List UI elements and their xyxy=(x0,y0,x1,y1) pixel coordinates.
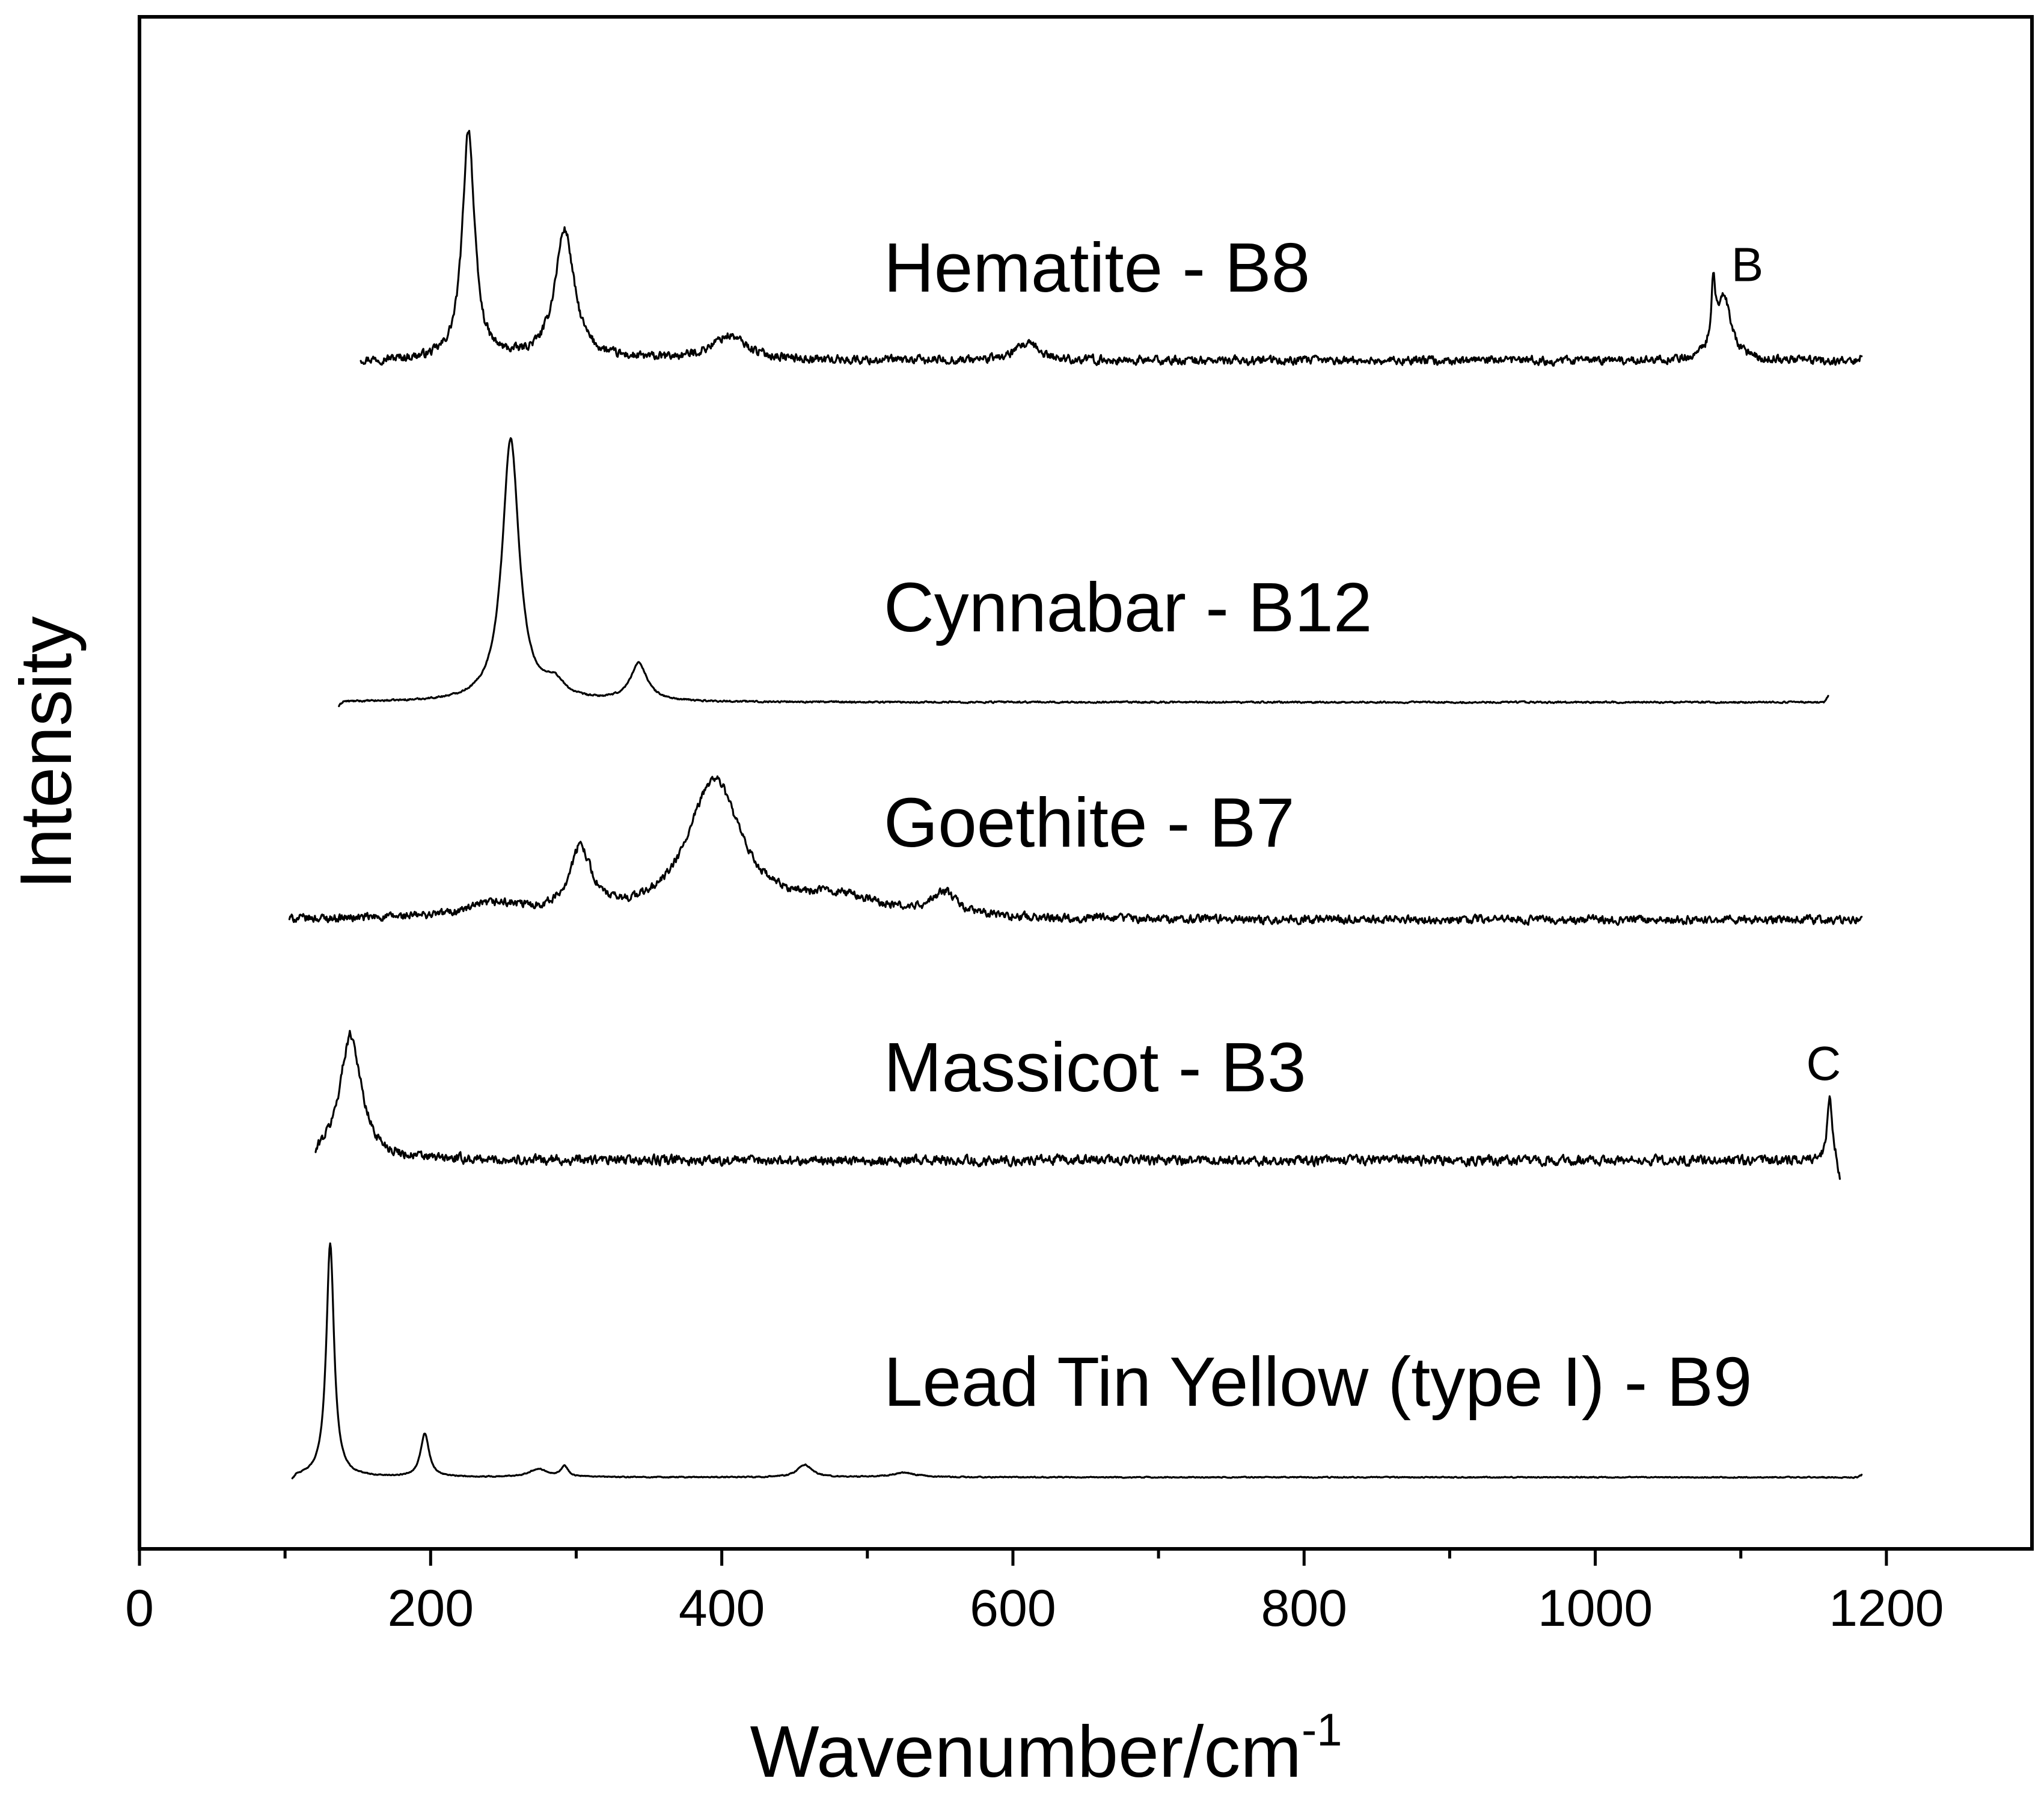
spectrum-line-3 xyxy=(288,775,1863,927)
peak-annotation-b: B xyxy=(1731,238,1763,291)
x-tick-label: 0 xyxy=(125,1580,154,1637)
x-axis-ticks: 0 200 400 600 800 1000 1200 xyxy=(125,1549,1944,1637)
x-tick-label: 1000 xyxy=(1538,1580,1653,1637)
x-tick-label: 200 xyxy=(388,1580,474,1637)
spectra-series xyxy=(288,129,1863,1480)
peak-annotations: BC xyxy=(1731,238,1841,1090)
x-tick-label: 800 xyxy=(1261,1580,1347,1637)
series-label-4: Massicot - B3 xyxy=(884,1028,1306,1106)
plot-frame xyxy=(138,15,2034,1551)
series-labels: Hematite - B8 Cynnabar - B12 Goethite - B7… xyxy=(884,228,1752,1421)
spectrum-line-1 xyxy=(360,129,1863,367)
spectrum-line-2 xyxy=(338,437,1829,708)
spectrum-line-5 xyxy=(291,1242,1863,1480)
series-label-2: Cynnabar - B12 xyxy=(884,568,1372,646)
y-axis-title: Intensity xyxy=(5,616,87,889)
x-axis-title-exponent: -1 xyxy=(1302,1705,1342,1756)
x-tick-label: 600 xyxy=(970,1580,1056,1637)
spectrum-line-4 xyxy=(314,1029,1841,1180)
series-label-5: Lead Tin Yellow (type I) - B9 xyxy=(884,1343,1752,1421)
series-label-1: Hematite - B8 xyxy=(884,228,1310,307)
x-axis-title-text: Wavenumber/cm xyxy=(750,1711,1302,1792)
x-tick-label: 400 xyxy=(679,1580,765,1637)
x-axis-title: Wavenumber/cm-1 xyxy=(750,1705,1342,1792)
series-label-3: Goethite - B7 xyxy=(884,783,1294,862)
x-tick-label: 1200 xyxy=(1829,1580,1944,1637)
peak-annotation-c: C xyxy=(1807,1037,1841,1090)
